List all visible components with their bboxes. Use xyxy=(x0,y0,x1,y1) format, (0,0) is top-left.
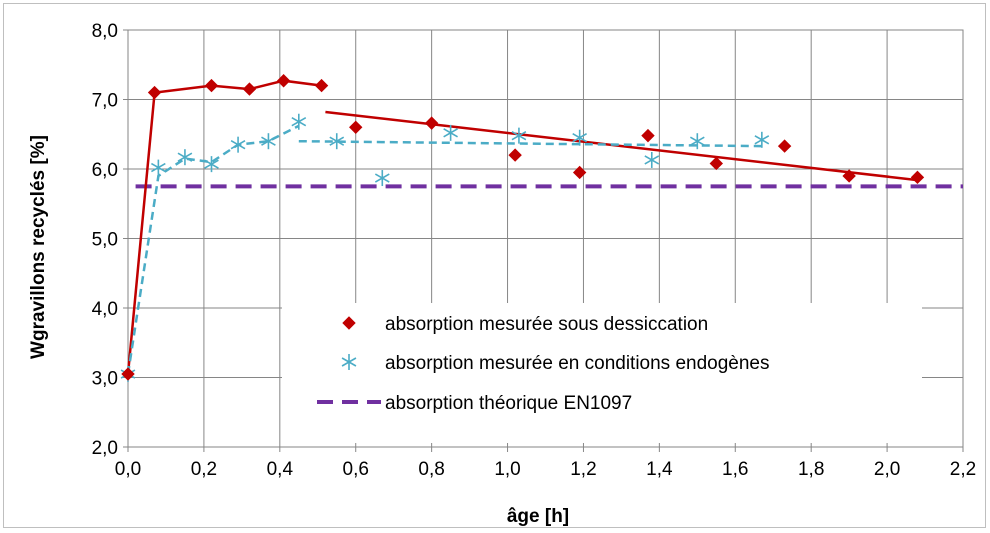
legend-label: absorption théorique EN1097 xyxy=(385,393,632,414)
chart-frame xyxy=(3,3,986,528)
asterisk-stroke xyxy=(511,130,527,141)
y-axis-label: Wgravillons recyclés [%] xyxy=(28,135,49,359)
asterisk-stroke xyxy=(261,136,276,146)
x-tick-label: 0,2 xyxy=(191,459,217,480)
fit-line xyxy=(325,110,918,182)
x-tick-label: 0,4 xyxy=(267,459,294,480)
dessiccation-point xyxy=(314,78,329,93)
dessiccation-point xyxy=(242,82,257,96)
data-marks xyxy=(120,74,925,383)
endogenous-point xyxy=(374,170,390,187)
asterisk-stroke xyxy=(341,357,357,367)
endogenous-point xyxy=(572,129,588,146)
asterisk-stroke xyxy=(443,128,458,138)
y-tick-label: 3,0 xyxy=(92,369,118,390)
x-tick-label: 2,2 xyxy=(950,459,976,480)
legend-background xyxy=(282,303,922,443)
dessiccation-point xyxy=(641,128,655,143)
asterisk-stroke xyxy=(754,135,770,145)
endogenous-point xyxy=(329,133,345,150)
x-tick-label: 0,0 xyxy=(115,459,141,480)
fit-lines xyxy=(126,79,963,375)
x-axis-label: âge [h] xyxy=(507,506,569,527)
dessiccation-point xyxy=(777,139,792,153)
dessiccation-point xyxy=(842,169,856,183)
dessiccation-point xyxy=(424,116,439,130)
x-tick-label: 0,6 xyxy=(343,459,369,480)
asterisk-stroke xyxy=(230,139,246,150)
x-tick-label: 1,6 xyxy=(722,459,748,480)
endogenous-point xyxy=(689,133,705,150)
legend-label: absorption mesurée sous dessiccation xyxy=(385,314,708,335)
x-tick-label: 0,8 xyxy=(418,459,444,480)
endogenous-point xyxy=(443,124,458,141)
asterisk-stroke xyxy=(291,117,307,127)
endogenous-point xyxy=(204,156,219,173)
tick-labels: 0,0 0,2 0,4 0,6 0,8 1,0 1,2 1,4 1,6 1,8 2,0 2,2 2,0 3… xyxy=(92,21,977,480)
endogenous-point xyxy=(230,136,246,153)
fit-line xyxy=(126,79,322,375)
dessiccation-point xyxy=(276,74,291,88)
dessiccation-point xyxy=(508,148,522,162)
asterisk-stroke xyxy=(151,162,166,173)
asterisk-stroke xyxy=(204,159,219,169)
y-tick-label: 7,0 xyxy=(92,91,118,112)
y-tick-label: 4,0 xyxy=(92,299,118,320)
x-tick-label: 2,0 xyxy=(874,459,900,480)
endogenous-point xyxy=(644,151,660,168)
x-tick-label: 1,0 xyxy=(494,459,520,480)
grid xyxy=(128,30,963,447)
dessiccation-point xyxy=(121,367,135,381)
legend: absorption mesurée sous dessiccation abso… xyxy=(317,314,770,414)
legend-marker-dessiccation xyxy=(342,316,356,330)
dessiccation-point xyxy=(572,165,587,180)
asterisk-stroke xyxy=(374,173,390,183)
dessiccation-point xyxy=(147,85,162,100)
x-tick-label: 1,8 xyxy=(798,459,824,480)
endogenous-point xyxy=(291,113,307,130)
y-tick-label: 2,0 xyxy=(92,438,118,459)
endogenous-point xyxy=(754,131,770,148)
endogenous-point xyxy=(511,127,527,144)
asterisk-stroke xyxy=(644,155,660,165)
legend-marker-endogenous xyxy=(341,354,357,370)
asterisk-stroke xyxy=(572,133,588,143)
asterisk-stroke xyxy=(689,136,705,146)
asterisk-stroke xyxy=(177,152,193,162)
dessiccation-point xyxy=(204,78,219,93)
x-tick-label: 1,2 xyxy=(570,459,596,480)
dessiccation-point xyxy=(349,120,363,135)
dessiccation-point xyxy=(910,170,925,185)
y-tick-label: 5,0 xyxy=(92,230,118,251)
endogenous-point xyxy=(151,159,166,176)
endogenous-point xyxy=(177,149,193,166)
axes xyxy=(123,29,964,452)
fit-line xyxy=(126,124,300,375)
endogenous-point xyxy=(261,133,276,150)
legend-label: absorption mesurée en conditions endogèn… xyxy=(385,353,770,374)
dessiccation-point xyxy=(709,156,724,171)
y-tick-label: 8,0 xyxy=(92,21,118,42)
x-tick-label: 1,4 xyxy=(646,459,673,480)
y-tick-label: 6,0 xyxy=(92,160,118,181)
asterisk-stroke xyxy=(329,136,345,146)
